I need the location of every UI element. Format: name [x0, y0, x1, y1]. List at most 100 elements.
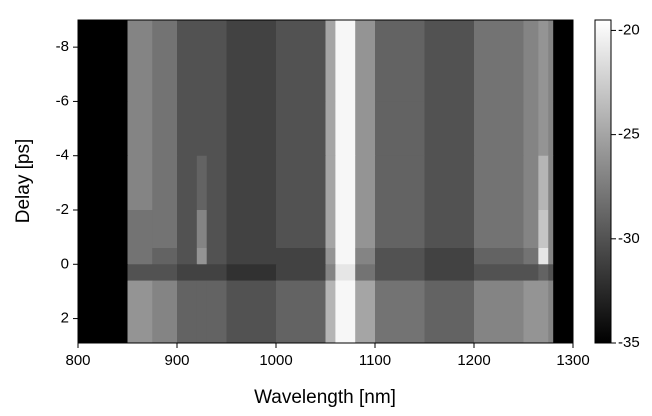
heatmap-cell — [177, 101, 198, 157]
heatmap-cell — [78, 248, 128, 265]
heatmap-cell — [355, 20, 376, 102]
heatmap-cell — [152, 210, 178, 249]
heatmap-cell — [474, 101, 524, 157]
heatmap-cell — [325, 248, 336, 265]
heatmap-cell — [553, 210, 574, 249]
heatmap-cell — [276, 101, 326, 157]
heatmap-cell — [474, 280, 524, 344]
colorbar-tick-label: -30 — [618, 230, 640, 247]
heatmap-cell — [152, 155, 178, 211]
heatmap-cell — [335, 20, 356, 102]
heatmap-cell — [325, 101, 336, 157]
heatmap-cell — [375, 280, 425, 344]
heatmap-cell — [548, 264, 554, 282]
y-tick-label: -2 — [56, 201, 69, 218]
heatmap-cell — [424, 20, 475, 102]
colorbar-tick-label: -35 — [618, 334, 640, 351]
heatmap-cell — [474, 20, 524, 102]
heatmap-cell — [196, 101, 208, 157]
heatmap-cell — [226, 210, 277, 249]
heatmap-cell — [152, 20, 178, 102]
heatmap-cell — [335, 264, 356, 282]
heatmap-cell — [196, 248, 208, 265]
heatmap-cell — [335, 280, 356, 344]
heatmap-cell — [177, 264, 198, 282]
heatmap-cell — [375, 210, 425, 249]
heatmap-cell — [152, 101, 178, 157]
heatmap-cell — [424, 280, 475, 344]
x-tick-label: 900 — [164, 352, 189, 369]
heatmap-cell — [335, 210, 356, 249]
heatmap-cell — [226, 280, 277, 344]
heatmap-cell — [177, 155, 198, 211]
heatmap-cell — [375, 101, 425, 157]
heatmap-cell — [196, 155, 208, 211]
heatmap-cell — [548, 101, 554, 157]
heatmap-cell — [424, 248, 475, 265]
heatmap-cell — [226, 248, 277, 265]
heatmap-cell — [177, 280, 198, 344]
heatmap-cell — [538, 264, 549, 282]
heatmap-cell — [474, 264, 524, 282]
heatmap-cell — [538, 280, 549, 344]
heatmap-cell — [196, 20, 208, 102]
colorbar-tick-label: -20 — [618, 21, 640, 38]
heatmap-cell — [355, 248, 376, 265]
heatmap-cell — [553, 101, 574, 157]
heatmap-cell — [375, 20, 425, 102]
x-axis-title: Wavelength [nm] — [254, 387, 396, 408]
heatmap-cell — [177, 210, 198, 249]
y-tick-label: 0 — [61, 255, 69, 272]
heatmap-cell — [523, 280, 539, 344]
heatmap-cell — [78, 101, 128, 157]
heatmap-cell — [548, 210, 554, 249]
heatmap-cell — [474, 248, 524, 265]
heatmap-cell — [523, 101, 539, 157]
heatmap-cell — [127, 280, 153, 344]
heatmap-cell — [78, 20, 128, 102]
heatmap-cell — [424, 101, 475, 157]
heatmap-cell — [335, 155, 356, 211]
heatmap-cell — [276, 264, 326, 282]
heatmap — [78, 20, 574, 344]
heatmap-cell — [553, 280, 574, 344]
heatmap-cell — [375, 155, 425, 211]
heatmap-cell — [78, 264, 128, 282]
heatmap-cell — [548, 280, 554, 344]
heatmap-cell — [78, 155, 128, 211]
heatmap-cell — [127, 101, 153, 157]
heatmap-cell — [325, 155, 336, 211]
heatmap-cell — [375, 264, 425, 282]
heatmap-cell — [538, 20, 549, 102]
heatmap-cell — [196, 264, 208, 282]
heatmap-cell — [553, 248, 574, 265]
heatmap-cell — [325, 280, 336, 344]
colorbar — [594, 19, 612, 344]
heatmap-cell — [548, 248, 554, 265]
heatmap-cell — [523, 155, 539, 211]
heatmap-cell — [226, 101, 277, 157]
heatmap-cell — [177, 20, 198, 102]
heatmap-cell — [206, 280, 227, 344]
heatmap-cell — [152, 264, 178, 282]
heatmap-cell — [548, 155, 554, 211]
heatmap-cell — [127, 248, 153, 265]
heatmap-cell — [226, 264, 277, 282]
heatmap-cell — [226, 20, 277, 102]
heatmap-cell — [538, 210, 549, 249]
heatmap-cell — [206, 101, 227, 157]
heatmap-cell — [276, 248, 326, 265]
heatmap-cell — [127, 20, 153, 102]
heatmap-cell — [355, 280, 376, 344]
heatmap-cell — [523, 264, 539, 282]
heatmap-cell — [78, 210, 128, 249]
heatmap-cell — [553, 155, 574, 211]
heatmap-cell — [196, 280, 208, 344]
heatmap-cell — [523, 248, 539, 265]
heatmap-cell — [424, 155, 475, 211]
x-tick-label: 1100 — [359, 352, 391, 369]
heatmap-cell — [474, 210, 524, 249]
heatmap-cell — [355, 210, 376, 249]
heatmap-cell — [335, 101, 356, 157]
